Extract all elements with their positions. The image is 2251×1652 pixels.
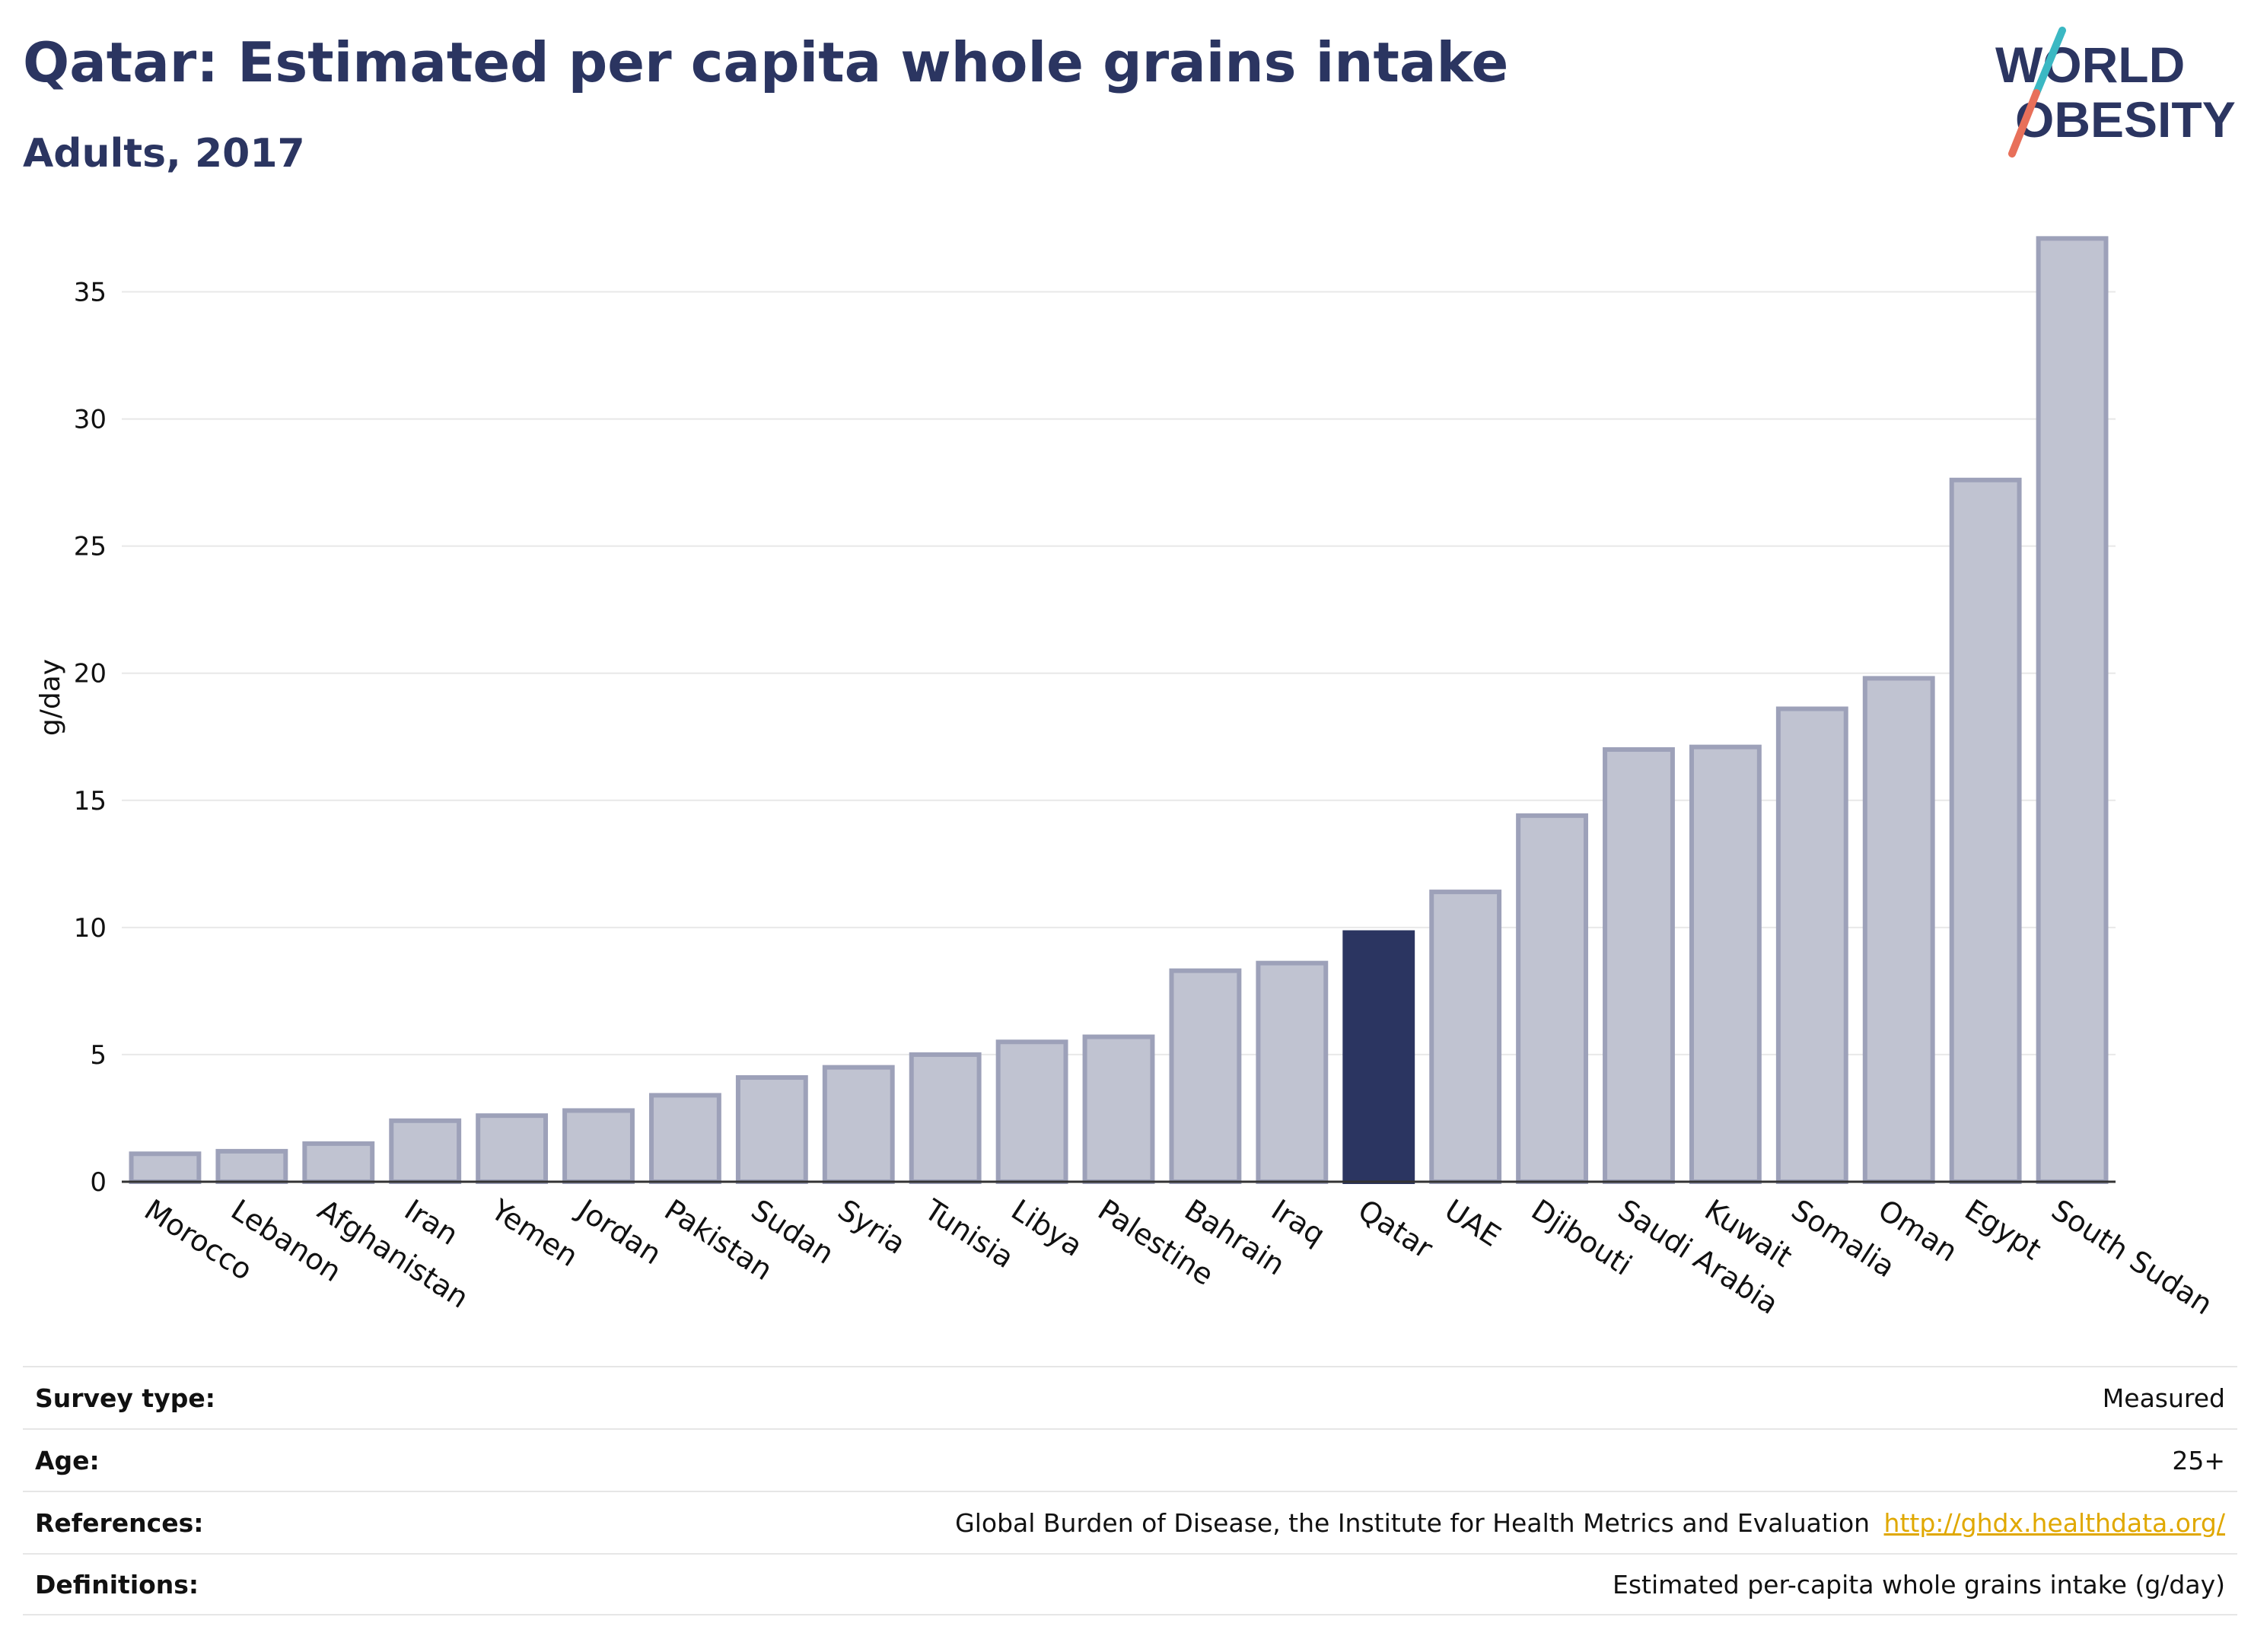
y-tick-label: 5	[90, 1040, 107, 1071]
y-tick-label: 10	[74, 913, 107, 944]
bar-yemen	[476, 1113, 549, 1185]
info-row-age: Age: 25+	[23, 1428, 2237, 1491]
page-subtitle: Adults, 2017	[23, 131, 305, 177]
info-table: Survey type: Measured Age: 25+ Reference…	[23, 1366, 2237, 1615]
bar-djibouti	[1516, 813, 1588, 1185]
x-tick-label: Egypt	[1959, 1193, 2047, 1267]
bar-iraq	[1256, 960, 1329, 1185]
bar-palestine	[1082, 1034, 1155, 1184]
y-tick-label: 15	[74, 786, 107, 816]
logo-word-world: WORLD	[1995, 37, 2185, 93]
y-tick-label: 35	[74, 278, 107, 308]
bar-tunisia	[909, 1052, 982, 1185]
info-label: Definitions:	[35, 1569, 199, 1599]
info-row-survey-type: Survey type: Measured	[23, 1366, 2237, 1428]
bar-afghanistan	[302, 1141, 375, 1185]
x-tick-label: Libya	[1005, 1193, 1088, 1263]
page-title: Qatar: Estimated per capita whole grains…	[23, 30, 1509, 94]
bar-jordan	[562, 1108, 635, 1184]
y-tick-label: 25	[74, 532, 107, 562]
info-label: Age:	[35, 1445, 100, 1475]
bar-egypt	[1949, 477, 2022, 1184]
info-value: Global Burden of Disease, the Institute …	[955, 1507, 1871, 1538]
bar-oman	[1862, 676, 1935, 1184]
bar-qatar	[1342, 930, 1415, 1184]
bar-uae	[1429, 890, 1502, 1184]
x-tick-label: Jordan	[571, 1192, 667, 1272]
x-tick-label: Yemen	[485, 1192, 584, 1273]
bar-somalia	[1775, 706, 1848, 1184]
info-value: 25+	[2172, 1445, 2225, 1475]
reference-link[interactable]: http://ghdx.healthdata.org/	[1883, 1507, 2225, 1538]
bar-morocco	[129, 1151, 202, 1185]
logo-word-obesity: OBESITY	[2015, 91, 2236, 148]
info-label: References:	[35, 1507, 204, 1538]
bar-bahrain	[1169, 968, 1242, 1184]
bar-south-sudan	[2036, 236, 2109, 1184]
bar-iran	[389, 1118, 462, 1184]
info-row-definitions: Definitions: Estimated per-capita whole …	[23, 1553, 2237, 1615]
x-tick-label: South Sudan	[2046, 1193, 2218, 1322]
x-tick-label: Qatar	[1352, 1193, 1439, 1265]
x-tick-label: Tunisia	[918, 1192, 1020, 1275]
bar-lebanon	[215, 1148, 288, 1185]
bar-kuwait	[1689, 744, 1762, 1184]
info-row-references: References: Global Burden of Disease, th…	[23, 1491, 2237, 1553]
x-tick-label: UAE	[1439, 1193, 1507, 1253]
bar-saudi-arabia	[1603, 746, 1675, 1184]
y-axis-label: g/day	[35, 659, 66, 736]
info-value: Estimated per-capita whole grains intake…	[1613, 1569, 2225, 1599]
logo-slash-coral	[2008, 89, 2040, 158]
bar-syria	[822, 1065, 895, 1185]
info-value: Measured	[2102, 1383, 2225, 1413]
bar-sudan	[735, 1075, 808, 1185]
y-tick-label: 20	[74, 659, 107, 689]
bar-pakistan	[649, 1093, 721, 1184]
info-label: Survey type:	[35, 1383, 215, 1413]
x-tick-label: Syria	[832, 1193, 912, 1261]
world-obesity-logo: WORLD OBESITY	[1995, 27, 2236, 158]
info-value-group: Global Burden of Disease, the Institute …	[955, 1508, 2225, 1538]
y-tick-label: 30	[74, 405, 107, 435]
y-tick-label: 0	[90, 1167, 107, 1198]
bar-libya	[995, 1039, 1068, 1185]
logo-slash-teal	[2033, 27, 2066, 97]
